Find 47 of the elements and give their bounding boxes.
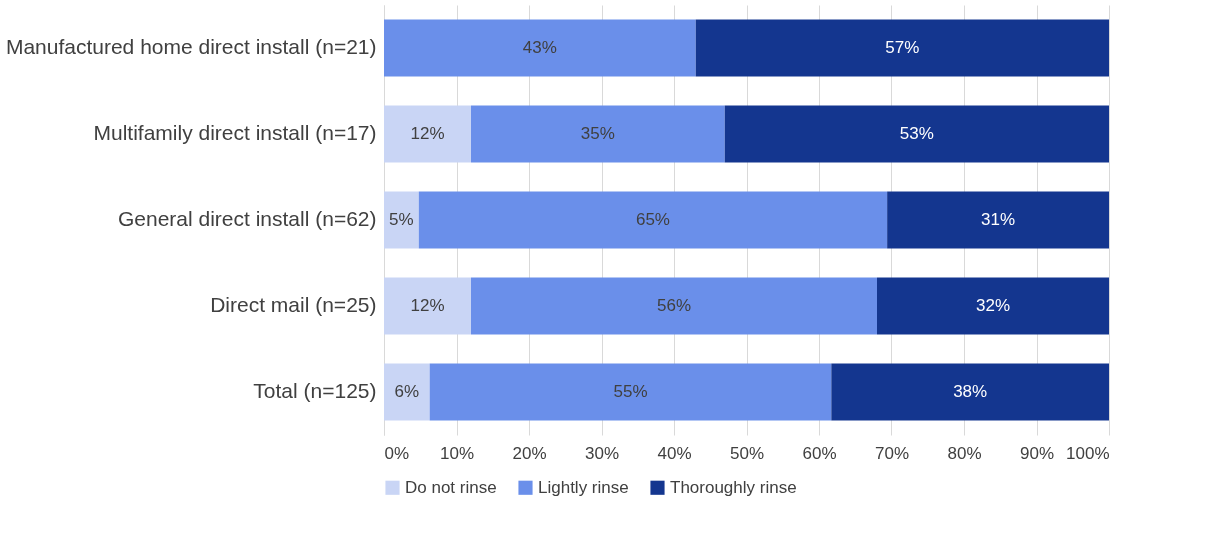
legend-label: Thoroughly rinse [670,477,797,497]
bar [471,105,725,163]
y-tick-label: Manufactured home direct install (n=21) [5,35,377,58]
x-tick-label: 60% [802,443,837,463]
x-tick-label: 40% [657,443,692,463]
data-label: 35% [580,124,615,143]
bar [695,19,1109,77]
data-label: 43% [522,38,557,57]
bar [471,277,877,335]
bar [724,105,1109,163]
y-tick-label: Multifamily direct install (n=17) [93,121,377,144]
data-label: 5% [389,210,414,229]
data-label: 38% [953,382,988,401]
data-label: 55% [613,382,648,401]
bar [429,363,832,421]
y-tick-label: Total (n=125) [253,379,377,402]
data-label: 56% [656,296,692,315]
data-label: 6% [394,382,420,401]
data-label: 65% [635,210,670,229]
bar [384,105,471,163]
bar [384,277,471,335]
bar [418,191,888,249]
x-tick-label: 90% [1019,443,1055,463]
bar [384,19,696,77]
y-tick-label: General direct install (n=62) [117,207,377,230]
bar [384,363,430,421]
data-label: 32% [975,296,1011,315]
bar [831,363,1109,421]
x-tick-label: 50% [729,443,765,463]
x-tick-label: 30% [584,443,620,463]
data-label: 12% [410,124,445,143]
data-label: 57% [885,38,920,57]
x-tick-label: 0% [384,443,410,463]
legend-label: Do not rinse [405,477,497,497]
x-tick-label: 80% [947,443,982,463]
data-label: 53% [899,124,934,143]
x-tick-label: 100% [1066,443,1110,463]
bar [877,277,1109,335]
bar [887,191,1109,249]
legend-label: Lightly rinse [538,477,629,497]
y-tick-label: Direct mail (n=25) [210,293,377,316]
data-label: 12% [410,296,445,315]
data-label: 31% [981,210,1016,229]
x-tick-label: 70% [874,443,910,463]
x-tick-label: 20% [512,443,547,463]
bar [384,191,419,249]
x-tick-label: 10% [439,443,475,463]
